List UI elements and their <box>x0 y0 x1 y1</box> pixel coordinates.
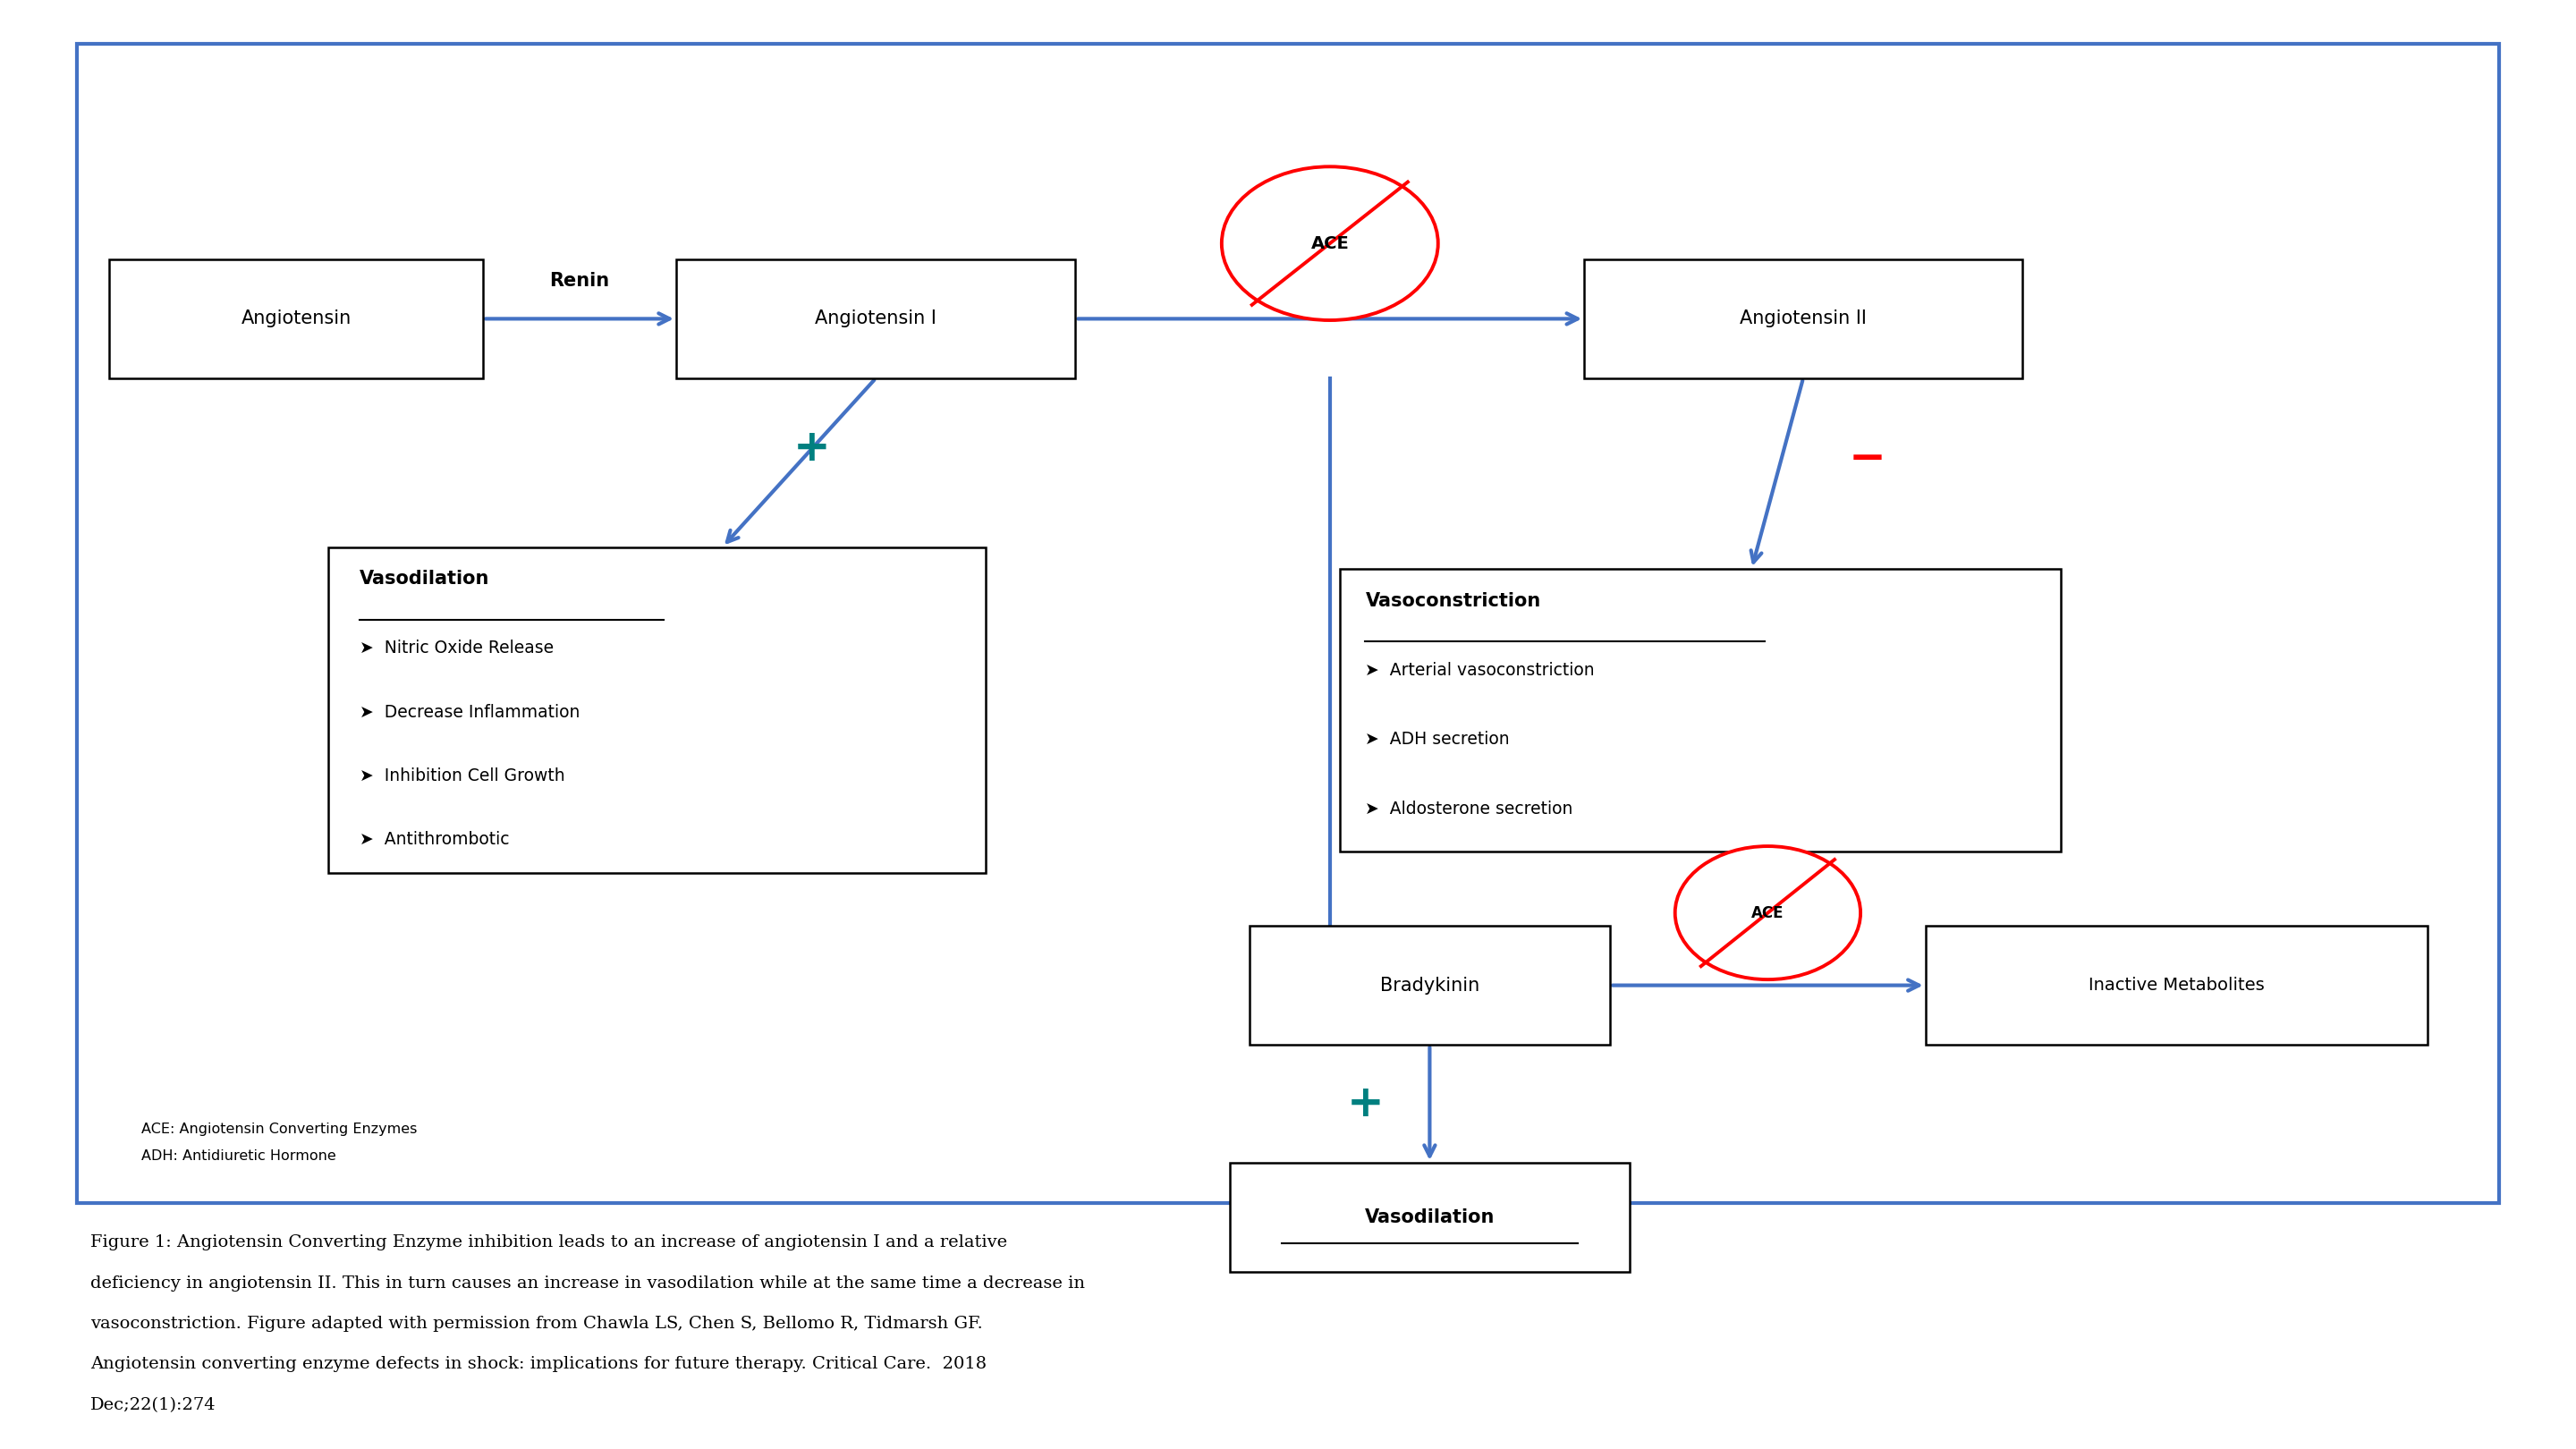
Text: ➤  ADH secretion: ➤ ADH secretion <box>1365 730 1510 748</box>
Text: −: − <box>1850 438 1886 481</box>
Text: ➤  Antithrombotic: ➤ Antithrombotic <box>361 832 510 848</box>
Text: Vasodilation: Vasodilation <box>361 569 489 588</box>
Text: +: + <box>1347 1082 1383 1126</box>
Text: ACE: Angiotensin Converting Enzymes: ACE: Angiotensin Converting Enzymes <box>142 1123 417 1136</box>
Text: ➤  Decrease Inflammation: ➤ Decrease Inflammation <box>361 704 580 720</box>
Text: Vasoconstriction: Vasoconstriction <box>1365 591 1540 610</box>
FancyBboxPatch shape <box>330 546 984 872</box>
Text: deficiency in angiotensin II. This in turn causes an increase in vasodilation wh: deficiency in angiotensin II. This in tu… <box>90 1275 1084 1291</box>
Ellipse shape <box>1674 846 1860 980</box>
FancyBboxPatch shape <box>1231 1162 1631 1272</box>
FancyBboxPatch shape <box>1584 259 2022 378</box>
Text: Inactive Metabolites: Inactive Metabolites <box>2089 977 2264 994</box>
Text: Renin: Renin <box>549 272 611 290</box>
Text: Angiotensin II: Angiotensin II <box>1739 310 1868 327</box>
Text: Angiotensin: Angiotensin <box>242 310 350 327</box>
FancyBboxPatch shape <box>675 259 1077 378</box>
FancyBboxPatch shape <box>1924 926 2427 1045</box>
Text: ➤  Nitric Oxide Release: ➤ Nitric Oxide Release <box>361 640 554 656</box>
Ellipse shape <box>1221 167 1437 320</box>
Text: +: + <box>793 426 829 469</box>
Text: Bradykinin: Bradykinin <box>1381 977 1479 994</box>
Text: ACE: ACE <box>1752 904 1785 922</box>
Text: vasoconstriction. Figure adapted with permission from Chawla LS, Chen S, Bellomo: vasoconstriction. Figure adapted with pe… <box>90 1316 981 1332</box>
Text: Angiotensin converting enzyme defects in shock: implications for future therapy.: Angiotensin converting enzyme defects in… <box>90 1356 987 1372</box>
FancyBboxPatch shape <box>111 259 484 378</box>
Text: ACE: ACE <box>1311 235 1350 252</box>
Text: Dec;22(1):274: Dec;22(1):274 <box>90 1397 216 1413</box>
Text: ADH: Antidiuretic Hormone: ADH: Antidiuretic Hormone <box>142 1149 337 1162</box>
Text: Vasodilation: Vasodilation <box>1365 1208 1494 1226</box>
FancyBboxPatch shape <box>77 43 2499 1203</box>
FancyBboxPatch shape <box>1340 569 2061 852</box>
FancyBboxPatch shape <box>1249 926 1610 1045</box>
Text: Figure 1: Angiotensin Converting Enzyme inhibition leads to an increase of angio: Figure 1: Angiotensin Converting Enzyme … <box>90 1235 1007 1250</box>
Text: Angiotensin I: Angiotensin I <box>814 310 938 327</box>
Text: ➤  Aldosterone secretion: ➤ Aldosterone secretion <box>1365 800 1574 817</box>
Text: ➤  Arterial vasoconstriction: ➤ Arterial vasoconstriction <box>1365 661 1595 678</box>
Text: ➤  Inhibition Cell Growth: ➤ Inhibition Cell Growth <box>361 768 564 784</box>
